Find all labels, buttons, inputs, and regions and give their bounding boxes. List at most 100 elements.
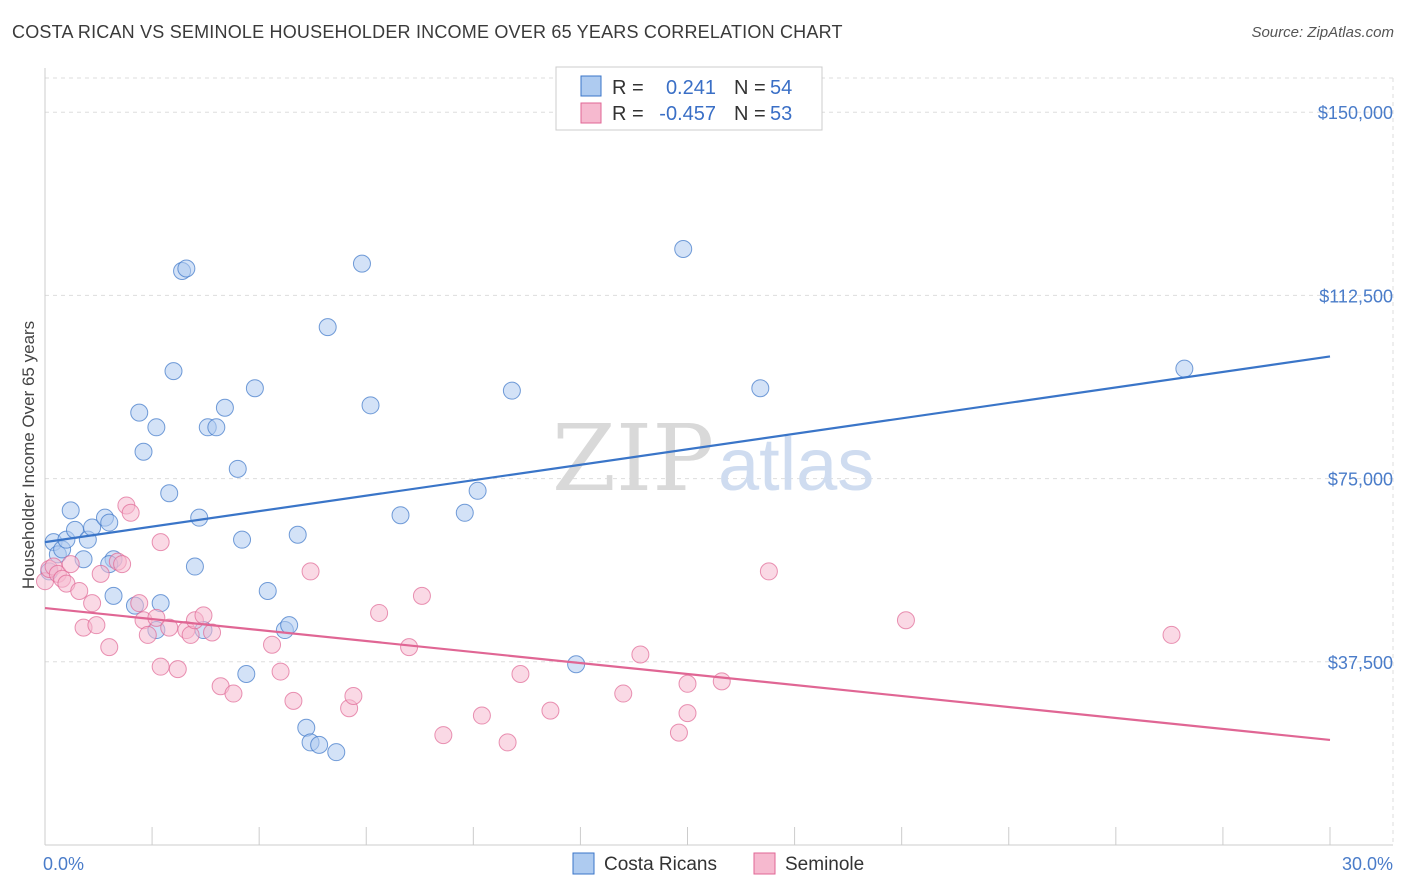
data-point-seminole (434, 726, 453, 745)
data-point-seminole (138, 625, 157, 644)
data-point-seminole (61, 555, 80, 574)
data-point-costa-ricans (185, 557, 204, 576)
data-point-costa-ricans (207, 418, 226, 437)
legend-n-value-1: 54 (770, 77, 792, 99)
data-point-seminole (151, 533, 170, 552)
y-tick-label: $75,000 (1328, 470, 1393, 490)
data-point-costa-ricans (100, 513, 119, 532)
x-tick-label-max: 30.0% (1342, 854, 1393, 874)
data-point-costa-ricans (391, 506, 410, 525)
data-point-costa-ricans (215, 398, 234, 417)
data-point-costa-ricans (190, 508, 209, 527)
data-point-costa-ricans (61, 501, 80, 520)
data-point-seminole (284, 691, 303, 710)
data-point-costa-ricans (352, 254, 371, 273)
watermark-atlas: atlas (718, 423, 874, 506)
data-point-seminole (87, 616, 106, 635)
y-tick-label: $150,000 (1318, 103, 1393, 123)
watermark: ZIP atlas (552, 405, 874, 512)
data-point-seminole (1162, 625, 1181, 644)
data-point-costa-ricans (468, 481, 487, 500)
data-point-costa-ricans (237, 665, 256, 684)
data-point-costa-ricans (130, 403, 149, 422)
data-point-seminole (83, 594, 102, 613)
legend-n-value-2: 53 (770, 103, 792, 125)
source-label: Source: ZipAtlas.com (1251, 24, 1394, 41)
axes (44, 68, 1393, 846)
data-point-seminole (896, 611, 915, 630)
data-point-costa-ricans (228, 459, 247, 478)
legend-r-value-1: 0.241 (666, 77, 716, 99)
data-point-seminole (614, 684, 633, 703)
data-point-costa-ricans (310, 735, 329, 754)
legend-swatch-blue (580, 75, 602, 97)
data-point-seminole (412, 586, 431, 605)
data-point-costa-ricans (1175, 359, 1194, 378)
data-point-seminole (301, 562, 320, 581)
data-point-seminole (91, 564, 110, 583)
series-label-seminole: Seminole (785, 854, 864, 875)
data-point-seminole (370, 603, 389, 622)
legend-swatch-pink (580, 102, 602, 124)
correlation-legend: R = 0.241 N = 54 R = -0.457 N = 53 (555, 66, 823, 131)
watermark-zip: ZIP (552, 405, 714, 512)
data-point-seminole (344, 686, 363, 705)
data-point-costa-ricans (245, 379, 264, 398)
data-point-seminole (168, 660, 187, 679)
data-point-costa-ricans (751, 379, 770, 398)
data-point-seminole (271, 662, 290, 681)
chart-title: COSTA RICAN VS SEMINOLE HOUSEHOLDER INCO… (12, 22, 843, 42)
data-point-costa-ricans (164, 362, 183, 381)
data-point-costa-ricans (177, 259, 196, 278)
data-point-costa-ricans (104, 586, 123, 605)
data-point-seminole (130, 594, 149, 613)
data-point-seminole (498, 733, 517, 752)
series-legend: Costa Ricans Seminole (572, 852, 864, 875)
data-point-seminole (263, 635, 282, 654)
data-point-seminole (678, 674, 697, 693)
y-tick-labels: $37,500 $75,000 $112,500 $150,000 (1318, 103, 1393, 673)
data-point-seminole (541, 701, 560, 720)
data-point-costa-ricans (455, 503, 474, 522)
series-swatch-seminole (753, 852, 776, 875)
data-point-costa-ricans (233, 530, 252, 549)
data-point-seminole (100, 638, 119, 657)
data-point-costa-ricans (502, 381, 521, 400)
data-point-seminole (511, 665, 530, 684)
legend-r-value-2: -0.457 (659, 103, 716, 125)
trend-line-seminole (44, 606, 1331, 742)
data-points (36, 239, 1194, 762)
data-point-seminole (203, 623, 222, 642)
data-point-costa-ricans (147, 418, 166, 437)
data-point-costa-ricans (134, 442, 153, 461)
legend-n-label-2: N = (734, 103, 766, 125)
y-axis-label: Householder Income Over 65 years (19, 321, 38, 589)
data-point-costa-ricans (258, 581, 277, 600)
data-point-costa-ricans (327, 743, 346, 762)
data-point-seminole (678, 704, 697, 723)
data-point-seminole (121, 503, 140, 522)
legend-r-label-1: R = (612, 77, 644, 99)
data-point-seminole (70, 581, 89, 600)
data-point-seminole (194, 606, 213, 625)
data-point-seminole (151, 657, 170, 676)
trend-lines (44, 355, 1331, 742)
data-point-seminole (759, 562, 778, 581)
data-point-seminole (472, 706, 491, 725)
data-point-costa-ricans (318, 318, 337, 337)
y-tick-label: $37,500 (1328, 653, 1393, 673)
series-swatch-costa-ricans (572, 852, 595, 875)
data-point-seminole (631, 645, 650, 664)
trend-line-costa-ricans (44, 355, 1331, 544)
data-point-seminole (224, 684, 243, 703)
legend-n-label-1: N = (734, 77, 766, 99)
data-point-seminole (712, 672, 731, 691)
data-point-costa-ricans (361, 396, 380, 415)
y-tick-label: $112,500 (1319, 286, 1393, 306)
legend-r-label-2: R = (612, 103, 644, 125)
data-point-costa-ricans (674, 239, 693, 258)
data-point-seminole (113, 555, 132, 574)
data-point-costa-ricans (160, 484, 179, 503)
x-tick-label-min: 0.0% (43, 854, 84, 874)
